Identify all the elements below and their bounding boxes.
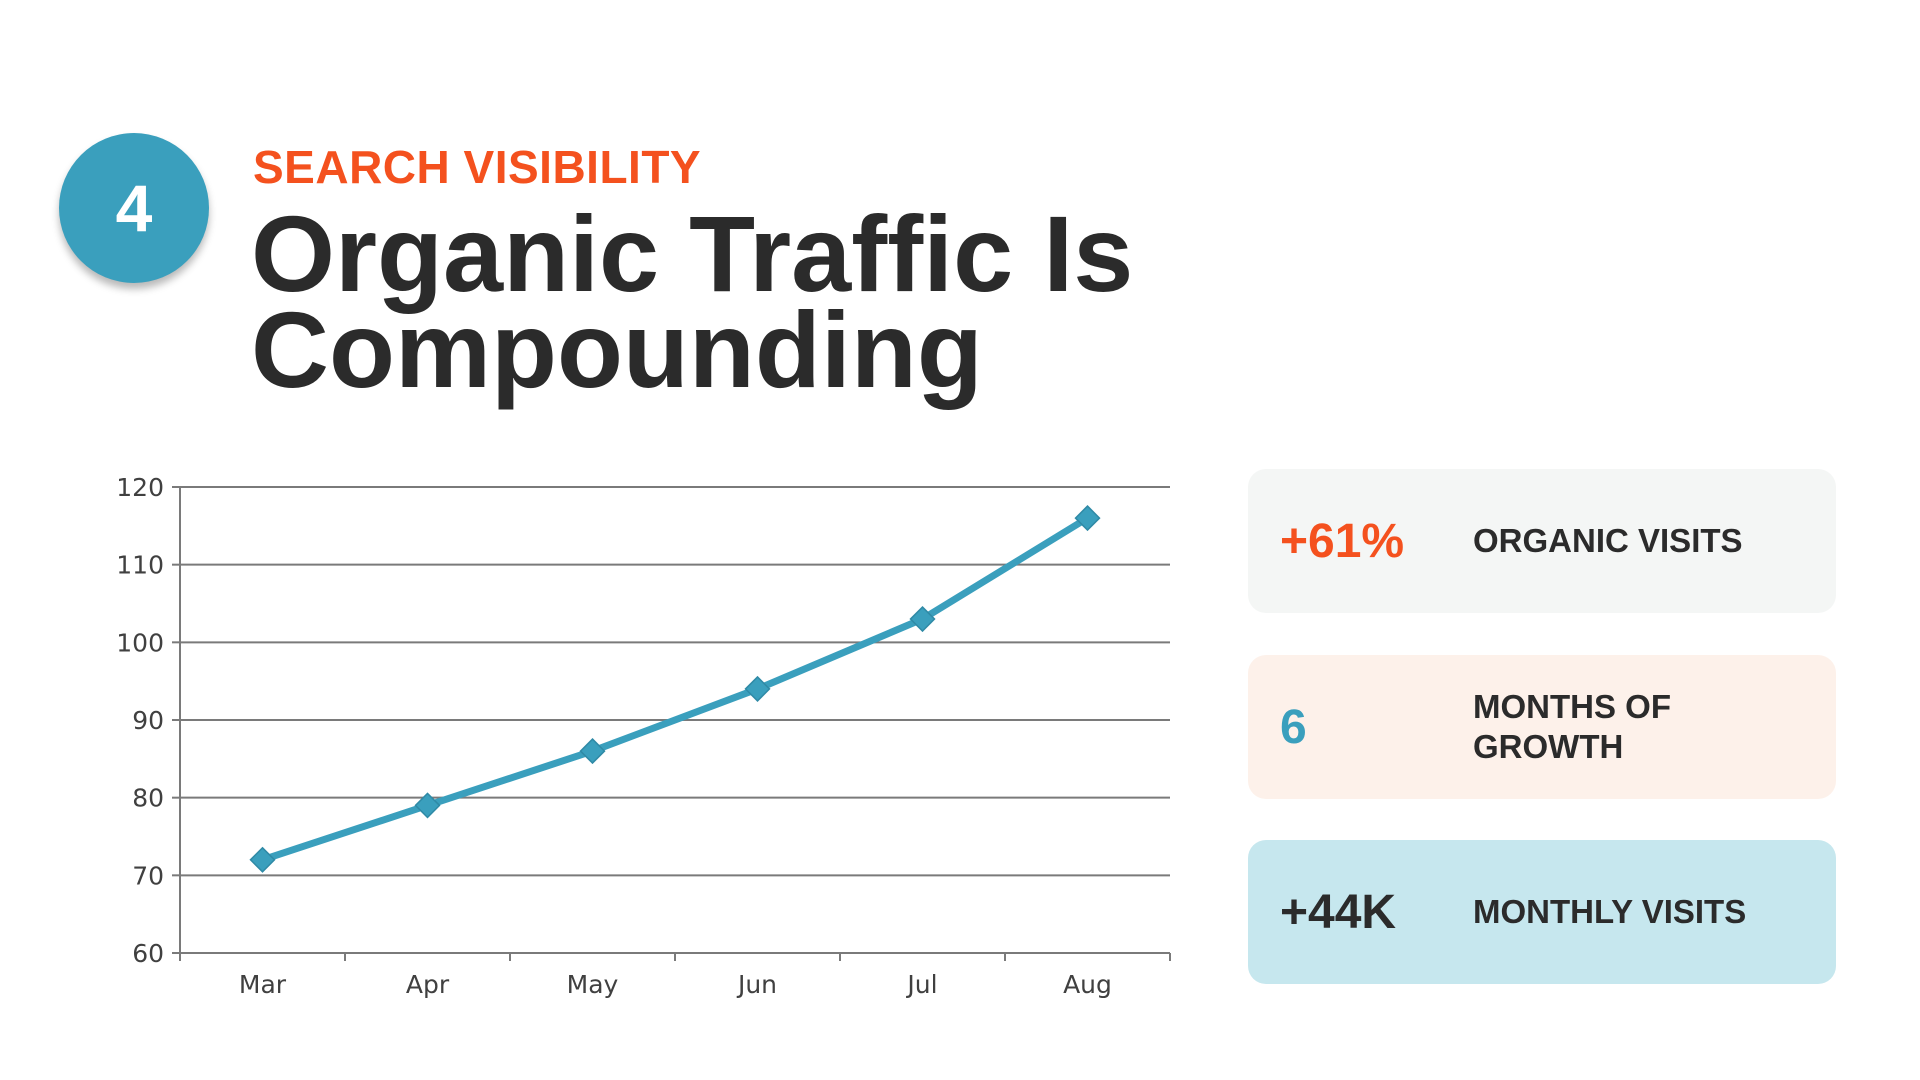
y-tick-label: 110 — [116, 551, 164, 580]
eyebrow-label: SEARCH VISIBILITY — [253, 141, 702, 193]
x-tick-label: Jun — [736, 970, 777, 999]
slide-title: Organic Traffic Is Compounding — [251, 193, 1134, 410]
chart-series — [249, 505, 1101, 873]
stat-card-monthly-visits: +44K MONTHLY VISITS — [1248, 840, 1836, 984]
x-tick-label: Mar — [239, 970, 287, 999]
stat-value: +61% — [1280, 514, 1405, 568]
stat-card-months-of-growth: 6 MONTHS OF GROWTH — [1248, 655, 1836, 799]
y-tick-label: 90 — [132, 706, 164, 735]
stat-value: 6 — [1280, 700, 1307, 754]
data-point-marker — [744, 675, 771, 702]
x-tick-label: Aug — [1063, 970, 1112, 999]
x-tick-label: Jul — [905, 970, 937, 999]
series-line — [261, 515, 1090, 864]
stat-card-organic-visits: +61% ORGANIC VISITS — [1248, 469, 1836, 613]
x-tick-label: Apr — [406, 970, 450, 999]
data-point-marker — [909, 605, 936, 633]
stat-label: MONTHS OF GROWTH — [1473, 688, 1671, 765]
stat-label: MONTHLY VISITS — [1473, 893, 1747, 930]
y-tick-label: 80 — [132, 784, 164, 813]
slide-number: 4 — [115, 171, 153, 245]
x-axis-ticks: Mar Apr May Jun Jul Aug — [239, 970, 1112, 999]
slide-number-badge: 4 — [59, 133, 209, 283]
data-point-marker — [1074, 505, 1101, 532]
y-tick-label: 120 — [116, 473, 164, 502]
y-tick-label: 60 — [132, 939, 164, 968]
x-tick-label: May — [567, 970, 619, 999]
organic-traffic-line-chart: 60 70 80 90 100 110 120 Mar Apr May Jun Jul Aug — [116, 473, 1171, 999]
chart-gridlines — [180, 486, 1170, 877]
y-axis-ticks: 60 70 80 90 100 110 120 — [116, 473, 164, 968]
data-point-marker — [414, 792, 441, 819]
chart-axes — [172, 486, 1171, 961]
y-tick-label: 100 — [116, 628, 164, 657]
stat-value: +44K — [1280, 885, 1397, 939]
data-point-marker — [249, 846, 276, 873]
data-point-marker — [579, 738, 606, 765]
stat-label: ORGANIC VISITS — [1473, 522, 1743, 559]
y-tick-label: 70 — [132, 861, 164, 890]
